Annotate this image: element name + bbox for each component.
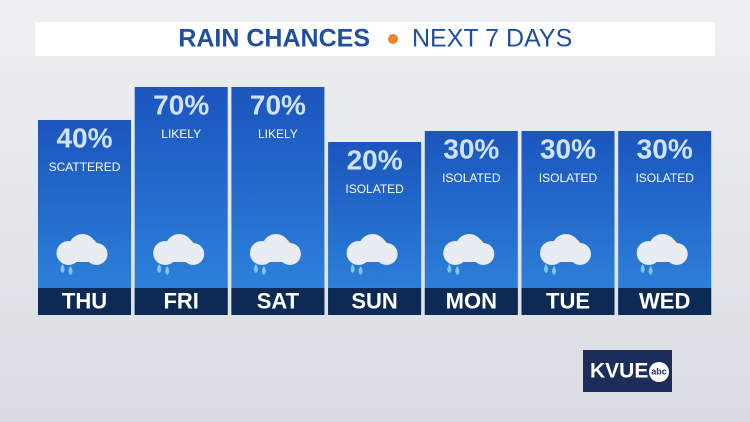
- description: ISOLATED: [635, 171, 694, 185]
- bar: [134, 87, 228, 315]
- description: LIKELY: [161, 127, 201, 141]
- logo: KVUE abc: [583, 350, 672, 392]
- description: LIKELY: [258, 127, 298, 141]
- icon-cloud: [638, 252, 685, 262]
- description: ISOLATED: [442, 171, 501, 185]
- value-label: 70%: [250, 89, 306, 120]
- x-tick-label: SAT: [257, 288, 300, 313]
- icon-drop: [253, 264, 258, 273]
- icon-cloud: [251, 252, 298, 262]
- x-tick-label: TUE: [546, 288, 590, 313]
- logo-circle: [649, 362, 669, 382]
- icon-cloud: [155, 252, 202, 262]
- bar: [618, 131, 712, 315]
- description: ISOLATED: [539, 171, 598, 185]
- day-strip: [328, 288, 422, 315]
- icon-cloud: [542, 252, 588, 262]
- day-strip: [424, 288, 518, 315]
- icon-drop: [640, 264, 645, 273]
- logo-text: KVUE: [590, 360, 648, 383]
- icon-cloud: [58, 252, 105, 262]
- x-tick-label: SUN: [351, 288, 397, 313]
- icon-drop: [447, 264, 452, 273]
- icon-drop: [68, 266, 73, 275]
- value-label: 30%: [443, 133, 499, 164]
- value-label: 30%: [540, 133, 596, 164]
- bar: [424, 131, 518, 315]
- value-label: 20%: [347, 144, 403, 175]
- x-tick-label: FRI: [163, 288, 198, 313]
- bar: [521, 131, 615, 315]
- value-label: 70%: [153, 89, 209, 120]
- day-strip: [521, 288, 615, 315]
- logo-network: abc: [651, 366, 667, 376]
- icon-drop: [358, 266, 363, 275]
- icon-drop: [350, 264, 355, 273]
- bar: [328, 142, 422, 315]
- icon-drop: [648, 266, 653, 275]
- chart-subtitle: NEXT 7 DAYS: [412, 25, 572, 53]
- description: ISOLATED: [345, 182, 404, 196]
- icon-drop: [165, 266, 170, 275]
- icon-drop: [157, 264, 162, 273]
- description: SCATTERED: [49, 160, 121, 174]
- day-strip: [38, 288, 131, 315]
- bar: [231, 87, 325, 315]
- icon-drop: [544, 264, 548, 273]
- icon-cloud: [348, 252, 395, 262]
- day-strip: [618, 288, 712, 315]
- x-tick-label: THU: [62, 288, 107, 313]
- value-label: 40%: [56, 122, 112, 153]
- chart-title: RAIN CHANCES: [178, 25, 370, 53]
- icon-drop: [60, 264, 65, 273]
- day-strip: [231, 288, 325, 315]
- icon-drop: [552, 266, 556, 275]
- separator-dot: [388, 34, 398, 44]
- value-label: 30%: [637, 133, 693, 164]
- bar: [38, 120, 131, 315]
- icon-cloud: [445, 252, 492, 262]
- icon-drop: [261, 266, 266, 275]
- x-tick-label: MON: [446, 288, 497, 313]
- x-tick-label: WED: [639, 288, 690, 313]
- day-strip: [134, 288, 228, 315]
- icon-drop: [455, 266, 460, 275]
- title-bar: [35, 22, 715, 56]
